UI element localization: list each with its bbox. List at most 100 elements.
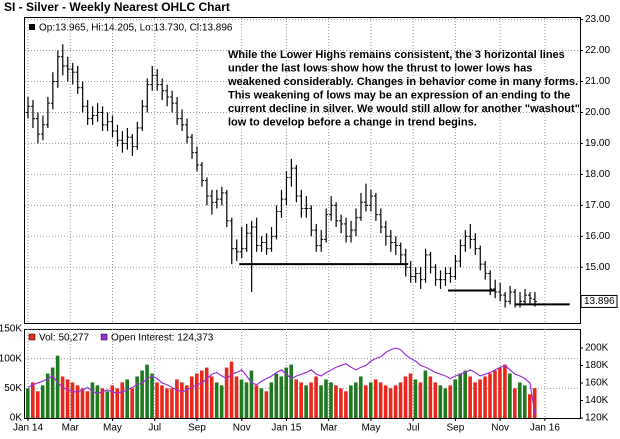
y-tick-label: 23.00 [585,14,610,25]
volume-bar [413,379,418,418]
volume-bar [309,382,313,418]
y-tick-label: 0K [10,413,23,424]
x-tick-label: Jul [148,423,161,434]
volume-bar [358,376,363,418]
volume-frame [24,329,581,419]
volume-bar [180,382,184,418]
y-tick-label: 21.00 [585,76,610,87]
x-tick-label: Mar [320,423,338,434]
volume-bar [185,385,189,418]
volume-bar [378,382,383,418]
volume-bar [498,367,502,418]
volume-bar [418,382,423,418]
last-price-box [580,294,618,308]
volume-bar [513,388,517,418]
annotation: under the last lows show how the thrust … [228,62,532,74]
volume-bar [523,385,527,418]
x-tick-label: Mar [62,423,80,434]
y2-tick-label: 120K [585,413,609,424]
volume-bar [428,376,433,418]
volume-bar [383,385,388,418]
x-tick-label: Jan 14 [13,423,43,434]
volume-bar [354,382,358,418]
volume-bar [85,391,90,418]
volume-bar [26,388,30,418]
volume-bar [423,370,428,418]
volume-bar [155,382,159,418]
volume-bar [453,379,458,418]
volume-bar [344,391,348,418]
x-tick-label: Sep [447,423,465,434]
volume-bar [518,382,522,418]
y-tick-label: 150K [0,324,22,335]
y-tick-label: 20.00 [585,107,610,118]
volume-bar [140,370,144,418]
volume-bar [259,388,264,418]
volume-bar [329,382,333,418]
open-interest-line [27,347,536,415]
volume-bar [30,382,35,418]
volume-bar [393,385,398,418]
volume-bar [403,376,408,418]
volume-bar [448,385,453,418]
y2-tick-label: 160K [585,378,609,389]
volume-bar [239,379,244,418]
volume-bar [398,382,403,418]
volume-bar [100,388,105,418]
x-tick-label: Jan 15 [271,423,301,434]
y2-tick-label: 180K [585,360,609,371]
annotation: weakened considerably. Changes in behavi… [227,76,578,88]
volume-bar [209,376,214,418]
volume-bar [324,379,328,418]
volume-bar [60,376,65,418]
volume-bar [80,388,85,418]
volume-bar [65,379,70,418]
x-tick-label: Sep [188,423,206,434]
volume-bar [478,379,482,418]
price-frame [24,17,581,324]
y-tick-label: 22.00 [585,45,610,56]
y2-tick-label: 140K [585,395,609,406]
volume-bar [284,367,289,418]
y-tick-label: 18.00 [585,169,610,180]
volume-bar [304,385,308,418]
volume-bar [125,379,129,418]
y-tick-label: 50K [4,383,22,394]
volume-bar [334,385,338,418]
chart-title: SI - Silver - Weekly Nearest OHLC Chart [4,0,230,14]
volume-bar [463,370,467,418]
volume-bar [373,379,378,418]
volume-bar [388,388,393,418]
volume-bar [279,376,284,418]
annotation: While the Lower Highs remains consistent… [228,49,565,61]
volume-bar [468,376,472,418]
volume-bar [105,391,110,418]
volume-bar [150,373,154,418]
volume-bar [244,382,249,418]
volume-bar [249,370,254,418]
volume-bar [194,373,199,418]
volume-bar [224,367,229,418]
volume-bar [289,364,294,418]
volume-bar [363,385,368,418]
volume-bar [234,376,239,418]
volume-bar [50,367,55,418]
volume-bar [508,373,512,418]
volume-bar [165,388,169,418]
volume-bar [135,376,139,418]
volume-bar [214,382,219,418]
y-tick-label: 16.00 [585,231,610,242]
volume-bar [532,388,537,418]
volume-bar [170,388,174,418]
volume-bar [473,382,477,418]
volume-bar [458,373,462,418]
volume-bar [95,385,100,418]
volume-bar [190,376,194,418]
volume-bar [493,370,497,418]
x-tick-label: May [361,423,380,434]
last-price-label: 13.896 [584,296,615,307]
volume-bar [254,385,259,418]
y-tick-label: 15.00 [585,262,610,273]
